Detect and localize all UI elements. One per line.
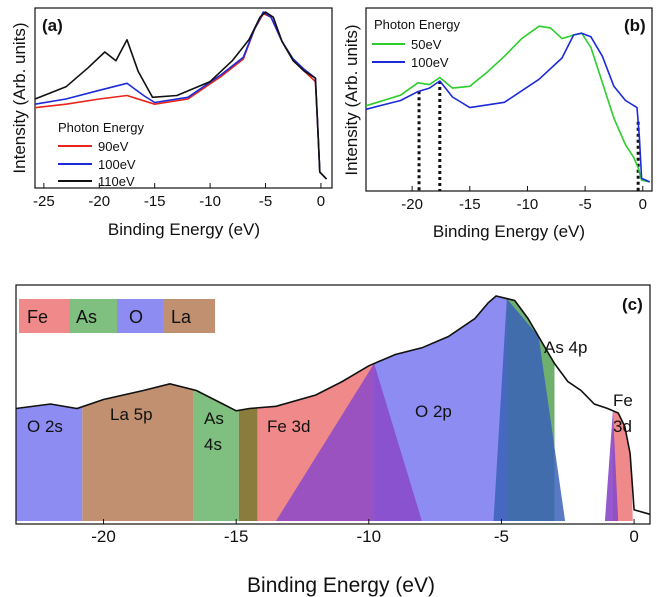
panel-c-tick-label-20: -20 (91, 527, 116, 546)
panel-b-xlabel: Binding Energy (eV) (433, 222, 585, 241)
panel-c-tick-label-0: 0 (629, 527, 638, 546)
panel-b-ylabel: Intensity (Arb. units) (342, 24, 361, 175)
panel-b: (b) Intensity (Arb. units) Binding Energ… (342, 7, 653, 241)
panel-c-xlabel: Binding Energy (eV) (247, 574, 435, 597)
region-label-o-2s: O 2s (27, 417, 63, 436)
region-label-as-4s-line1: As (204, 409, 224, 428)
region-labels: O 2s La 5p As 4s Fe 3d O 2p As 4p Fe 3d (27, 338, 633, 454)
panel-a-ylabel: Intensity (Arb. units) (10, 22, 29, 173)
panel-a-tick-label-20: -20 (88, 193, 110, 210)
element-key-o-swatch (117, 299, 163, 333)
panel-a-label: (a) (42, 16, 63, 35)
panel-b-series-100ev (365, 32, 651, 183)
panel-b-series-50ev (365, 25, 650, 183)
panel-b-tick-label-15: -15 (459, 196, 481, 213)
panel-a-legend-item-90ev: 90eV (98, 139, 129, 154)
panel-a-tick-label-5: -5 (259, 193, 272, 210)
panel-b-frame (365, 7, 653, 192)
panel-c-region-o-2s-0 (16, 404, 83, 521)
region-label-fe-3d: Fe 3d (267, 417, 310, 436)
element-key-la: La (171, 307, 192, 327)
panel-a-xlabel: Binding Energy (eV) (108, 220, 260, 239)
panel-b-tick-label-0: 0 (639, 196, 647, 213)
region-label-o-2p: O 2p (415, 402, 452, 421)
region-label-la-5p: La 5p (110, 405, 153, 424)
panel-c-tick-label-10: -10 (357, 527, 382, 546)
region-label-fe-3d-right-line1: Fe (613, 391, 633, 410)
panel-a-legend: Photon Energy 90eV 100eV 110eV (58, 120, 145, 189)
panel-a-legend-title: Photon Energy (58, 120, 145, 135)
panel-b-legend-item-50ev: 50eV (411, 37, 442, 52)
region-label-as-4p: As 4p (544, 338, 587, 357)
panel-c-overlap-as-fe (238, 407, 258, 521)
element-key: Fe As O La (19, 299, 215, 333)
panel-a-series-110ev (34, 11, 328, 180)
panel-a-series-100ev (34, 11, 328, 180)
panel-c-frame (15, 284, 651, 525)
panel-b-legend-title: Photon Energy (374, 17, 461, 32)
panel-c-label: (c) (622, 295, 643, 314)
region-label-as-4s-line2: 4s (204, 435, 222, 454)
panel-a-tick-label-25: -25 (33, 193, 55, 210)
panel-a-frame (34, 7, 333, 189)
panel-b-legend: Photon Energy 50eV 100eV (372, 17, 461, 70)
panel-b-tick-label-20: -20 (401, 196, 423, 213)
panel-c-tick-label-5: -5 (494, 527, 509, 546)
panel-c-tick-label-15: -15 (224, 527, 249, 546)
panel-c-region-as-4s-2 (193, 389, 239, 521)
panel-a-tick-label-0: 0 (317, 193, 325, 210)
panel-c-overlap-fe-o (276, 363, 422, 521)
panel-a-tick-label-10: -10 (199, 193, 221, 210)
panel-b-tick-label-10: -10 (517, 196, 539, 213)
panel-b-tick-label-5: -5 (578, 196, 591, 213)
element-key-o: O (129, 307, 143, 327)
panel-c: (c) Fe As O La O 2s La 5p As 4s Fe 3d O … (15, 284, 651, 597)
panel-a: (a) Intensity (Arb. units) Binding Energ… (10, 7, 333, 239)
panel-a-legend-item-100ev: 100eV (98, 157, 136, 172)
element-key-la-swatch (163, 299, 215, 333)
panel-c-region-la-5p-1 (82, 383, 194, 521)
panel-b-label: (b) (624, 16, 646, 35)
panel-a-tick-label-15: -15 (144, 193, 166, 210)
element-key-fe: Fe (27, 307, 48, 327)
panel-c-region-fe-3d-6 (612, 410, 633, 521)
panel-c-overlap-o-as (493, 298, 566, 521)
element-key-fe-swatch (19, 299, 69, 333)
region-label-fe-3d-right-line2: 3d (613, 417, 632, 436)
element-key-as-swatch (69, 299, 117, 333)
panel-c-overlap-fe-right (604, 410, 619, 521)
panel-a-legend-item-110ev: 110eV (98, 174, 135, 189)
panel-c-envelope-line (15, 295, 651, 516)
element-key-as: As (76, 307, 97, 327)
panel-b-legend-item-100ev: 100eV (411, 55, 449, 70)
